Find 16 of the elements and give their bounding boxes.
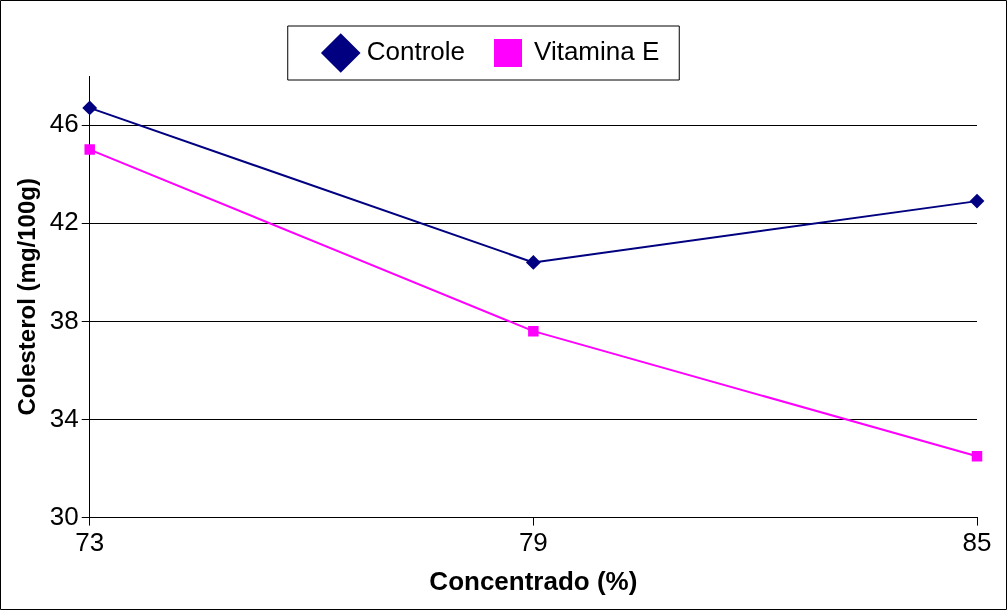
legend-label: Vitamina E	[534, 36, 660, 67]
point	[970, 194, 984, 209]
point	[82, 100, 97, 115]
x-axis-title: Concentrado (%)	[429, 565, 638, 596]
legend-label: Controle	[366, 36, 466, 67]
point	[84, 144, 95, 155]
point	[528, 325, 539, 337]
y-axis-title: Colesterol (mg/100g)	[13, 178, 41, 416]
y-tick-label: 34	[49, 402, 79, 433]
y-tick-label: 46	[49, 108, 79, 139]
point	[526, 255, 541, 270]
point	[971, 451, 983, 462]
x-tick-label: 79	[518, 527, 548, 558]
x-tick-label: 85	[962, 527, 992, 558]
y-tick-label: 42	[49, 206, 79, 237]
y-tick-label: 38	[49, 304, 79, 335]
